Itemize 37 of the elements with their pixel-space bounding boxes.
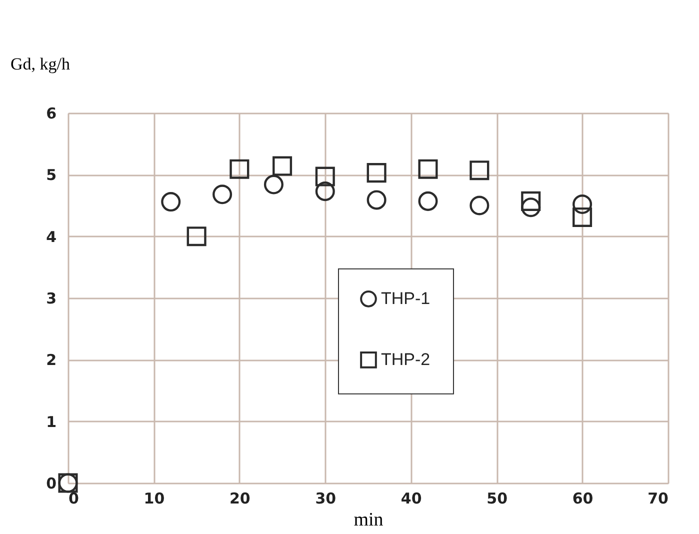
x-tick-label: 20 xyxy=(229,490,250,508)
point xyxy=(418,159,438,179)
x-tick-label: 30 xyxy=(315,490,336,508)
x-tick-label: 10 xyxy=(144,490,165,508)
point xyxy=(272,156,292,176)
point xyxy=(315,182,335,202)
point xyxy=(230,159,250,179)
y-tick-label: 1 xyxy=(46,412,56,431)
y-tick-label: 6 xyxy=(46,104,56,122)
point xyxy=(418,191,438,211)
point xyxy=(264,174,284,194)
point xyxy=(521,198,541,218)
x-axis-title: min xyxy=(354,510,384,530)
legend-label: THP-1 xyxy=(381,288,430,308)
point xyxy=(212,184,232,204)
point xyxy=(315,166,335,186)
x-tick-label: 50 xyxy=(486,490,508,508)
point xyxy=(161,192,181,212)
legend-label: THP-2 xyxy=(381,350,430,369)
y-tick-label: 2 xyxy=(46,351,56,370)
y-tick-label: 5 xyxy=(46,166,56,184)
y-axis-title: Gd, kg/h xyxy=(10,54,70,74)
point xyxy=(470,196,490,216)
y-tick-label: 3 xyxy=(46,290,56,308)
point xyxy=(366,163,386,183)
point xyxy=(186,226,206,246)
point xyxy=(366,190,386,210)
point xyxy=(470,160,490,180)
point xyxy=(521,191,541,211)
point xyxy=(572,194,592,214)
x-tick-label: 70 xyxy=(648,490,668,508)
y-tick-label: 4 xyxy=(46,228,56,246)
x-tick-label: 60 xyxy=(572,490,594,508)
y-tick-label: 0 xyxy=(46,474,56,492)
x-tick-label: 0 xyxy=(68,490,79,508)
point xyxy=(572,207,592,227)
x-tick-label: 40 xyxy=(400,490,422,508)
